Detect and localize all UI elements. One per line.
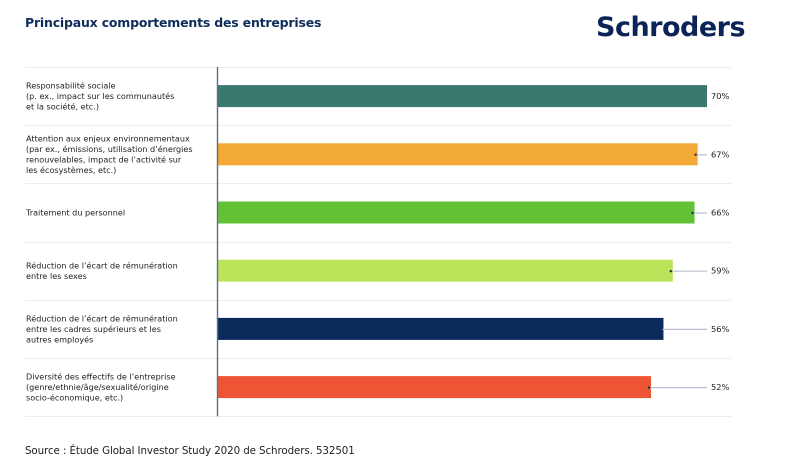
category-label: Réduction de l’écart de rémunération [26,313,178,323]
bar [218,201,695,224]
bar [218,143,698,166]
category-label: renouvelables, impact de l’activité sur [26,155,182,165]
category-label: Diversité des effectifs de l’entreprise [26,372,176,382]
category-label: (genre/ethnie/âge/sexualité/origine [26,382,169,392]
category-label: Responsabilité sociale [26,81,116,91]
category-label: Attention aux enjeux environnementaux [26,134,190,144]
category-label: et la société, etc.) [26,102,99,112]
category-label: (par ex., émissions, utilisation d’énerg… [26,144,193,154]
source-note: Source : Étude Global Investor Study 202… [25,445,355,457]
schroders-logo: Schroders [596,12,746,43]
bar [218,376,652,399]
leader-dot [647,386,651,389]
value-label: 70% [711,91,730,101]
bar [218,317,664,340]
leader-dot [691,211,694,215]
value-label: 66% [711,208,730,218]
category-label: Réduction de l’écart de rémunération [26,260,178,270]
category-label: entre les sexes [26,271,87,281]
leader-dot [694,153,697,156]
value-label: 56% [711,324,730,334]
category-label: entre les cadres supérieurs et les [26,324,161,334]
bar [218,259,673,282]
value-label: 52% [711,382,730,392]
chart-title: Principaux comportements des entreprises [25,15,322,30]
category-label: Traitement du personnel [25,208,125,218]
value-label: 67% [711,149,730,159]
leader-dot [669,270,672,273]
leader-dot [660,328,663,331]
category-label: (p. ex., impact sur les communautés [26,91,174,101]
category-label: les écosystèmes, etc.) [26,165,116,175]
value-label: 59% [711,266,730,276]
bar [218,85,707,108]
category-label: socio-économique, etc.) [26,393,123,403]
category-label: autres employés [26,334,93,344]
